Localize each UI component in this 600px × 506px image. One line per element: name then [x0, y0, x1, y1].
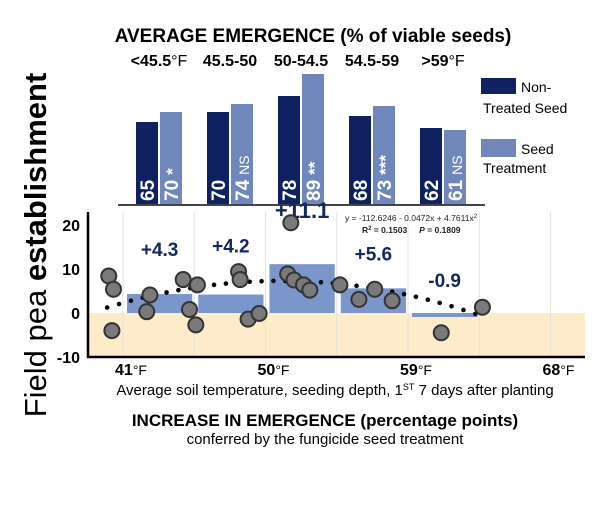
legend: Non- Treated Seed Seed Treatment: [481, 78, 567, 176]
bar-non-treated: [349, 116, 371, 205]
category-label: 54.5-59: [345, 53, 399, 70]
trend-dot: [318, 279, 324, 285]
bar-value-label: 65: [138, 179, 159, 201]
bar-value-label: 68: [351, 180, 372, 201]
trend-dot: [128, 298, 134, 304]
significance-label: *: [163, 168, 182, 175]
bar-value-label: 78: [280, 180, 301, 201]
increase-bar: [198, 294, 264, 313]
data-point: [141, 286, 159, 304]
bar-non-treated: [420, 128, 442, 205]
trend-equation: y = -112.6246 - 0.0472x + 4.7611x2: [345, 213, 478, 223]
legend-label-non-treated-1: Non-: [521, 79, 552, 95]
bar-seed-treatment: [373, 106, 395, 205]
data-point: [331, 276, 349, 294]
significance-label: ***: [376, 155, 395, 175]
trend-dot: [271, 278, 276, 284]
data-point: [231, 271, 249, 289]
data-point: [282, 214, 300, 232]
x-tick-label: 41°F: [115, 362, 147, 379]
trend-dot: [259, 278, 264, 284]
data-point: [103, 322, 121, 340]
significance-label: NS: [449, 155, 465, 174]
x-tick-label: 68°F: [543, 362, 575, 379]
legend-swatch-seed-treatment: [481, 139, 516, 157]
trend-dot: [354, 283, 359, 289]
increase-label: +4.3: [141, 240, 179, 261]
significance-label: NS: [236, 155, 252, 174]
x-tick-label: 50°F: [258, 362, 290, 379]
increase-label: -0.9: [428, 271, 461, 292]
trend-stats: R2 = 0.1503 P = 0.1809: [362, 225, 461, 235]
bar-value-label: 73***: [375, 155, 396, 201]
data-point: [383, 292, 401, 310]
data-point: [187, 316, 205, 334]
trend-dot: [449, 304, 454, 309]
top-chart-title: AVERAGE EMERGENCE (% of viable seeds): [115, 26, 512, 47]
data-point: [366, 280, 384, 298]
trend-dot: [413, 294, 419, 300]
data-point: [473, 298, 491, 316]
category-label: 50-54.5: [274, 53, 328, 70]
bar-value-label: 70: [209, 180, 230, 201]
legend-label-seed-treatment-1: Seed: [521, 141, 554, 157]
bottom-chart-title: INCREASE IN EMERGENCE (percentage points…: [132, 411, 518, 430]
bar-non-treated: [136, 122, 158, 205]
x-axis-title: Average soil temperature, seeding depth,…: [116, 382, 553, 399]
y-axis-title: Field pea establishment: [18, 73, 53, 418]
x-tick-label: 59°F: [400, 362, 432, 379]
trend-dot: [437, 300, 442, 306]
significance-label: **: [305, 161, 324, 175]
bottom-chart-subtitle: conferred by the fungicide seed treatmen…: [187, 431, 465, 448]
category-label: <45.5°F: [131, 53, 188, 70]
increase-label: +5.6: [355, 244, 393, 265]
data-point: [432, 324, 450, 342]
increase-bar: [412, 313, 478, 317]
trend-dot: [104, 305, 110, 310]
trend-dot: [223, 281, 229, 286]
bar-seed-treatment: [231, 104, 253, 205]
bar-seed-treatment: [444, 130, 466, 205]
trend-dot: [116, 301, 122, 307]
y-tick-label: 10: [62, 262, 80, 279]
y-tick-label: 0: [71, 306, 80, 323]
data-point: [250, 304, 268, 322]
data-point: [301, 281, 319, 299]
bar-value-label: 74NS: [233, 155, 254, 201]
bar-value-label: 70*: [162, 168, 183, 201]
bar-non-treated: [207, 112, 229, 205]
bar-value-label: 62: [422, 180, 443, 201]
increase-label: +4.2: [212, 237, 250, 258]
bar-non-treated: [278, 96, 300, 205]
data-point: [350, 290, 368, 308]
trend-dot: [461, 307, 466, 313]
bar-seed-treatment: [302, 74, 324, 205]
trend-dot: [425, 297, 431, 303]
y-tick-label: 20: [62, 218, 80, 235]
data-point: [138, 303, 156, 321]
legend-swatch-non-treated: [481, 78, 516, 94]
bar-seed-treatment: [160, 112, 182, 205]
trend-dot: [176, 287, 181, 293]
data-point: [181, 300, 198, 318]
trend-dot: [164, 290, 169, 295]
trend-dot: [401, 291, 407, 297]
data-point: [174, 271, 192, 289]
legend-label-non-treated-2: Treated Seed: [483, 100, 567, 116]
legend-label-seed-treatment-2: Treatment: [483, 160, 546, 176]
y-tick-label: -10: [57, 350, 80, 367]
data-point: [188, 276, 206, 294]
bar-value-label: 61NS: [446, 155, 467, 201]
category-label: 45.5-50: [203, 53, 257, 70]
category-label: >59°F: [421, 53, 465, 70]
data-point: [105, 280, 122, 298]
bar-value-label: 89**: [304, 161, 325, 201]
trend-dot: [211, 282, 217, 288]
